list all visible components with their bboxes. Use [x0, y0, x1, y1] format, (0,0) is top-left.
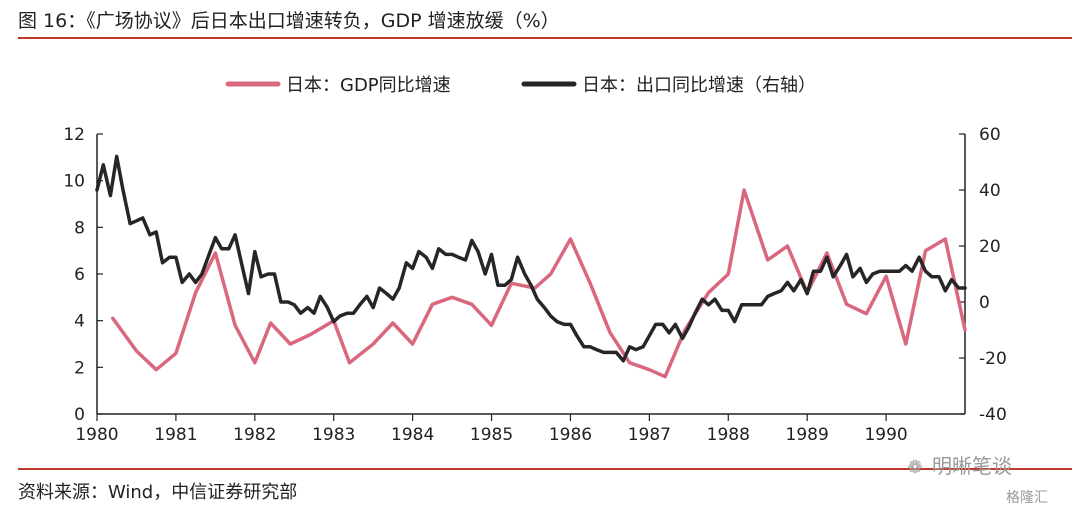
- left-tick-label: 6: [74, 265, 85, 285]
- x-tick-label: 1990: [864, 425, 907, 445]
- title-divider: [18, 37, 1072, 39]
- left-tick-label: 12: [63, 125, 85, 145]
- left-tick-label: 0: [74, 405, 85, 425]
- corner-watermark-text: 格隆汇: [1006, 490, 1048, 506]
- right-tick-label: -20: [979, 349, 1007, 369]
- x-tick-label: 1980: [75, 425, 118, 445]
- right-tick-label: -40: [979, 405, 1007, 425]
- export-growth-line: [95, 154, 967, 363]
- x-tick-label: 1983: [312, 425, 355, 445]
- source-divider: [18, 468, 1072, 470]
- chart-legend: 日本：GDP同比增速 日本：出口同比增速（右轴）: [225, 75, 816, 96]
- chart-axes: 0 2 4 6 8 10 12 -40 -20 0 20 40 60 1980 1981 1982 1983 19…: [63, 125, 1006, 445]
- right-tick-label: 40: [979, 181, 1001, 201]
- gdp-growth-line: [111, 188, 967, 379]
- left-tick-label: 8: [74, 218, 85, 238]
- legend-label-1: 日本：GDP同比增速: [286, 75, 451, 96]
- x-tick-label: 1986: [549, 425, 592, 445]
- x-tick-label: 1985: [470, 425, 513, 445]
- x-tick-label: 1984: [391, 425, 434, 445]
- wechat-icon: ❁: [907, 457, 923, 478]
- watermark-text: 明晰笔谈: [932, 454, 1012, 478]
- x-tick-label: 1988: [707, 425, 750, 445]
- figure-title: 图 16：《广场协议》后日本出口增速转负，GDP 增速放缓（%）: [18, 10, 560, 32]
- right-tick-label: 0: [979, 293, 990, 313]
- x-tick-label: 1989: [786, 425, 829, 445]
- right-tick-label: 60: [979, 125, 1001, 145]
- left-tick-label: 10: [63, 172, 85, 192]
- legend-label-2: 日本：出口同比增速（右轴）: [582, 75, 816, 96]
- x-tick-label: 1987: [628, 425, 671, 445]
- source-note: 资料来源：Wind，中信证券研究部: [18, 482, 298, 503]
- chart-series: [95, 154, 967, 379]
- left-tick-label: 2: [74, 358, 85, 378]
- left-tick-label: 4: [74, 312, 85, 332]
- right-tick-label: 20: [979, 237, 1001, 257]
- x-tick-label: 1981: [154, 425, 197, 445]
- x-tick-label: 1982: [233, 425, 276, 445]
- watermark: ❁ 明晰笔谈: [898, 450, 1012, 479]
- corner-watermark: 格隆汇: [1006, 487, 1048, 507]
